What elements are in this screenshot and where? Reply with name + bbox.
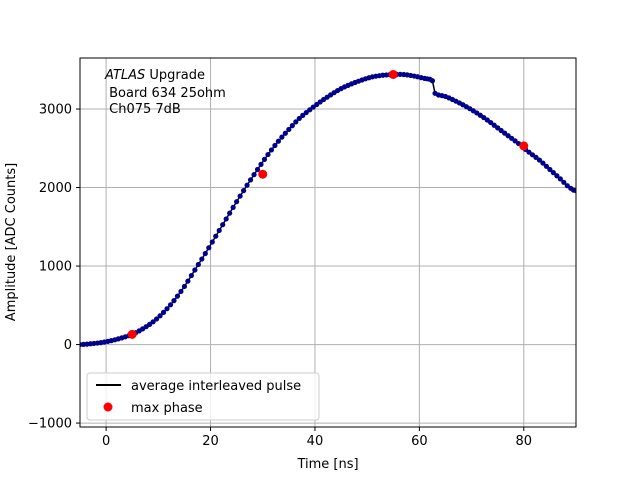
max-phase-point xyxy=(519,141,529,151)
pulse-point xyxy=(247,177,254,183)
pulse-point xyxy=(157,313,163,319)
annotation-line-2: Board 634 25ohm xyxy=(105,86,226,101)
pulse-point xyxy=(550,170,556,176)
pulse-point xyxy=(275,138,281,144)
pulse-point xyxy=(547,166,553,173)
y-tick-label: 3000 xyxy=(39,103,72,118)
pulse-point xyxy=(188,272,194,279)
y-axis: −1000 0 1000 2000 3000 xyxy=(28,103,80,432)
legend-label-max-phase: max phase xyxy=(131,401,203,416)
y-axis-label: Amplitude [ADC Counts] xyxy=(4,163,19,321)
pulse-point xyxy=(279,134,285,140)
pulse-point xyxy=(296,115,302,122)
annotation-line-1: Upgrade xyxy=(145,68,205,83)
pulse-point xyxy=(265,151,271,158)
pulse-point xyxy=(206,245,212,251)
pulse-point xyxy=(174,293,181,299)
pulse-point xyxy=(561,179,567,185)
pulse-point xyxy=(195,261,201,268)
x-tick-label: 40 xyxy=(307,434,324,449)
annotation-text: ATLAS Upgrade Board 634 25ohm Ch075 7dB xyxy=(104,68,226,117)
pulse-point xyxy=(178,288,184,295)
pulse-point xyxy=(554,173,560,179)
pulse-point xyxy=(268,147,275,153)
pulse-point xyxy=(244,182,250,188)
pulse-point xyxy=(153,316,160,322)
annotation-italic: ATLAS xyxy=(104,68,145,83)
x-tick-label: 80 xyxy=(516,434,533,449)
svg-text:ATLAS Upgrade: ATLAS Upgrade xyxy=(104,68,205,83)
pulse-point xyxy=(543,163,550,169)
pulse-point xyxy=(220,222,226,228)
x-tick-label: 20 xyxy=(202,434,219,449)
pulse-point xyxy=(216,227,222,234)
pulse-point xyxy=(258,161,264,167)
pulse-point xyxy=(300,112,306,118)
pulse-point xyxy=(223,216,229,222)
pulse-point xyxy=(254,166,261,173)
pulse-point xyxy=(536,157,543,163)
x-tick-label: 0 xyxy=(102,434,110,449)
pulse-point xyxy=(540,160,546,166)
pulse-point xyxy=(181,283,188,290)
pulse-point xyxy=(286,126,292,133)
pulse-point xyxy=(209,239,215,245)
x-tick-label: 60 xyxy=(411,434,428,449)
pulse-point xyxy=(167,302,174,308)
pulse-point xyxy=(557,176,563,182)
pulse-point xyxy=(303,109,309,116)
pulse-point xyxy=(282,130,288,136)
pulse-point xyxy=(160,309,167,315)
y-tick-label: −1000 xyxy=(28,417,72,432)
x-axis: 0 20 40 60 80 xyxy=(102,427,532,449)
max-phase-point xyxy=(258,169,268,179)
x-axis-label: Time [ns] xyxy=(296,457,358,472)
pulse-point xyxy=(272,142,278,149)
y-tick-label: 0 xyxy=(64,338,72,353)
pulse-point xyxy=(185,278,191,284)
pulse-point xyxy=(171,298,177,304)
pulse-point xyxy=(429,78,436,84)
legend-label-average-pulse: average interleaved pulse xyxy=(131,379,301,394)
legend: average interleaved pulse max phase xyxy=(86,372,320,421)
pulse-point xyxy=(289,123,295,129)
pulse-point xyxy=(199,256,205,262)
pulse-point xyxy=(150,319,156,325)
plot-area xyxy=(80,69,576,348)
max-phase-point xyxy=(127,329,137,339)
legend-box xyxy=(86,372,320,421)
y-tick-label: 2000 xyxy=(39,181,72,196)
pulse-point xyxy=(251,172,257,178)
pulse-point xyxy=(164,306,170,312)
pulse-point xyxy=(227,210,233,216)
pulse-point xyxy=(234,199,240,205)
annotation-line-3: Ch075 7dB xyxy=(105,102,181,117)
pulse-point xyxy=(293,119,299,125)
pulse-point xyxy=(237,193,243,199)
pulse-point xyxy=(230,204,236,210)
pulse-point xyxy=(192,267,198,273)
grid-lines xyxy=(80,58,576,427)
pulse-point xyxy=(202,250,208,257)
pulse-point xyxy=(213,233,219,239)
pulse-point xyxy=(261,156,268,162)
pulse-point xyxy=(573,188,576,194)
legend-dot-marker xyxy=(103,402,113,412)
max-phase-point xyxy=(388,69,398,79)
pulse-point xyxy=(240,188,247,194)
axes-frame xyxy=(79,57,577,428)
y-tick-label: 1000 xyxy=(39,260,72,275)
